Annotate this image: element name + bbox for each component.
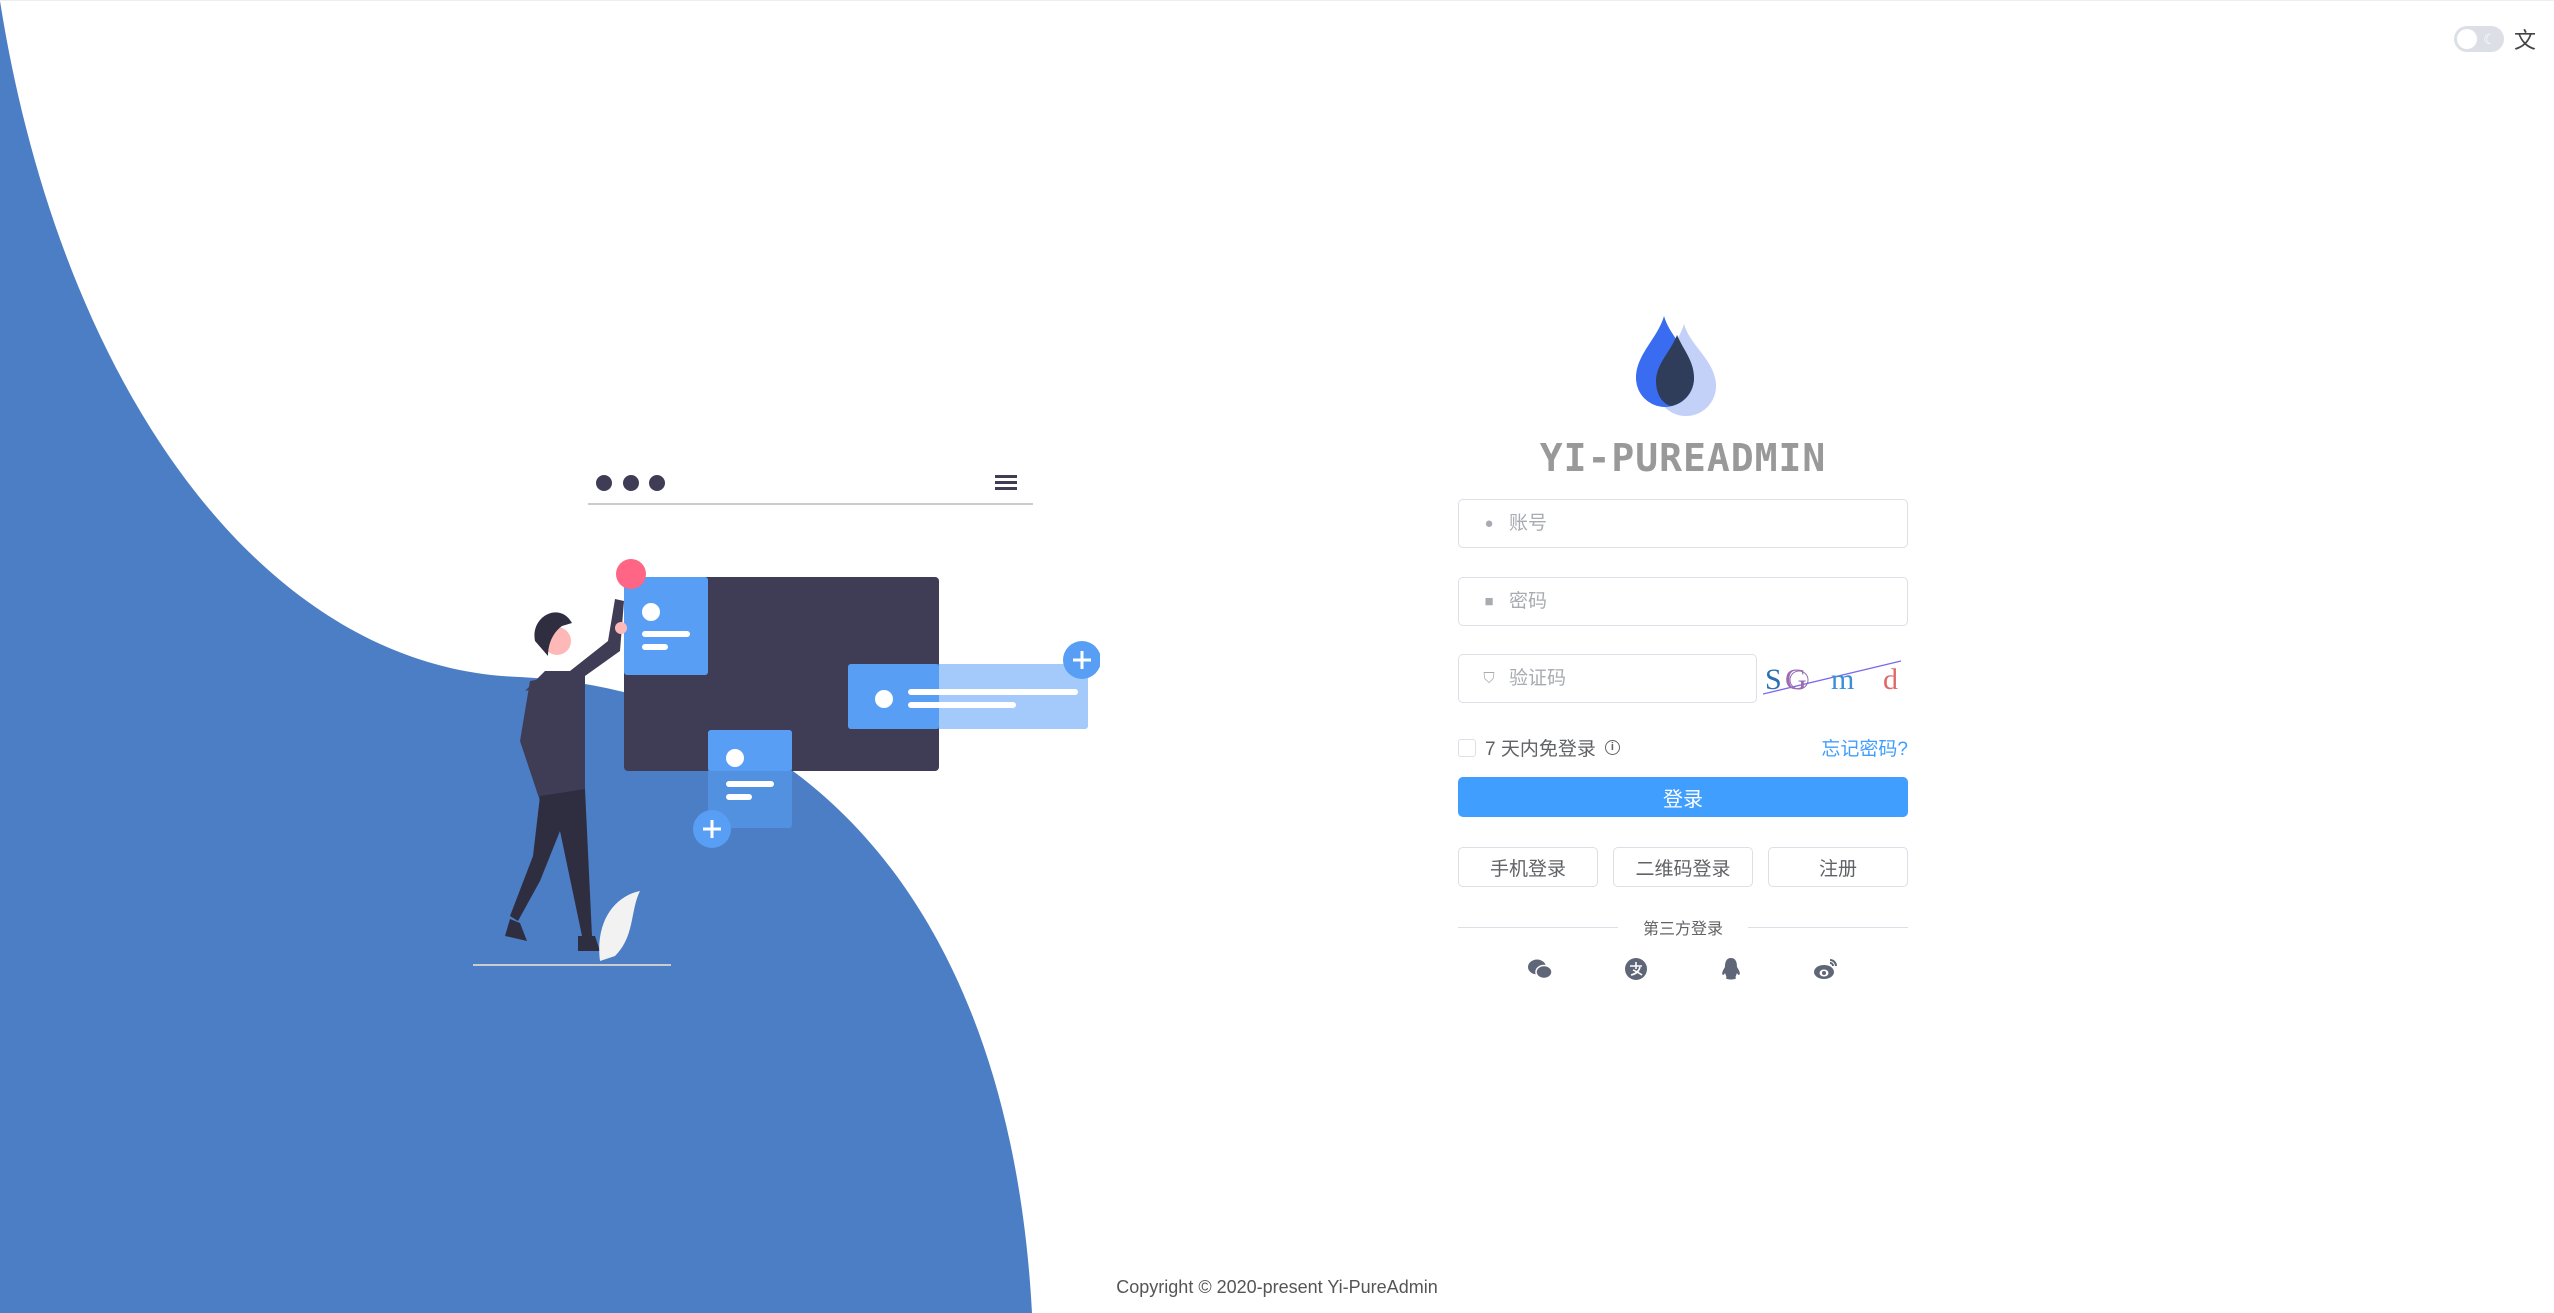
translate-icon[interactable]: 文 — [2513, 28, 2536, 53]
dark-mode-toggle[interactable]: ☾ — [2453, 26, 2504, 52]
card-2 — [848, 641, 1100, 729]
username-input[interactable] — [1509, 512, 1907, 535]
weibo-icon[interactable] — [1813, 956, 1839, 982]
card-3 — [693, 730, 792, 848]
lock-icon: ■ — [1484, 593, 1494, 610]
logo-icon — [1636, 316, 1716, 416]
background-illustration — [0, 1, 1100, 1313]
forgot-password-link[interactable]: 忘记密码? — [1821, 739, 1908, 760]
browser-bar — [588, 475, 1033, 505]
copyright-footer: Copyright © 2020-present Yi-PureAdmin — [1116, 1277, 1438, 1297]
remember-checkbox[interactable]: 7 天内免登录 i — [1458, 734, 1620, 761]
ground-line — [473, 964, 671, 966]
info-icon[interactable]: i — [1604, 740, 1620, 755]
options-row: 7 天内免登录 i 忘记密码? — [1458, 734, 1908, 761]
alipay-icon[interactable] — [1623, 956, 1649, 982]
username-field[interactable]: ● — [1458, 499, 1908, 548]
top-bar: ☾ 文 — [2453, 23, 2536, 55]
moon-icon: ☾ — [2483, 31, 2496, 47]
qq-icon[interactable] — [1718, 956, 1744, 982]
captcha-field[interactable]: ⛉ — [1458, 654, 1757, 703]
wechat-icon[interactable] — [1527, 956, 1553, 982]
qr-login-button[interactable]: 二维码登录 — [1613, 847, 1753, 887]
shield-icon: ⛉ — [1483, 670, 1495, 687]
person — [505, 599, 627, 951]
app-title: YI-PUREADMIN — [1539, 436, 1827, 480]
user-icon: ● — [1484, 515, 1494, 532]
login-button[interactable]: 登录 — [1458, 777, 1908, 817]
captcha-input[interactable] — [1509, 667, 1756, 690]
red-dot — [616, 559, 646, 589]
phone-login-button[interactable]: 手机登录 — [1458, 847, 1598, 887]
leaf — [599, 891, 640, 961]
third-party-divider: 第三方登录 — [1458, 917, 1909, 938]
register-button[interactable]: 注册 — [1768, 847, 1908, 887]
password-field[interactable]: ■ — [1458, 577, 1908, 626]
remember-label: 7 天内免登录 — [1485, 739, 1596, 760]
card-1 — [624, 577, 708, 675]
password-input[interactable] — [1509, 590, 1907, 613]
background-wave — [0, 1, 1032, 1313]
alt-login-buttons: 手机登录 二维码登录 注册 — [1458, 847, 1908, 887]
third-party-label: 第三方登录 — [1643, 921, 1724, 938]
